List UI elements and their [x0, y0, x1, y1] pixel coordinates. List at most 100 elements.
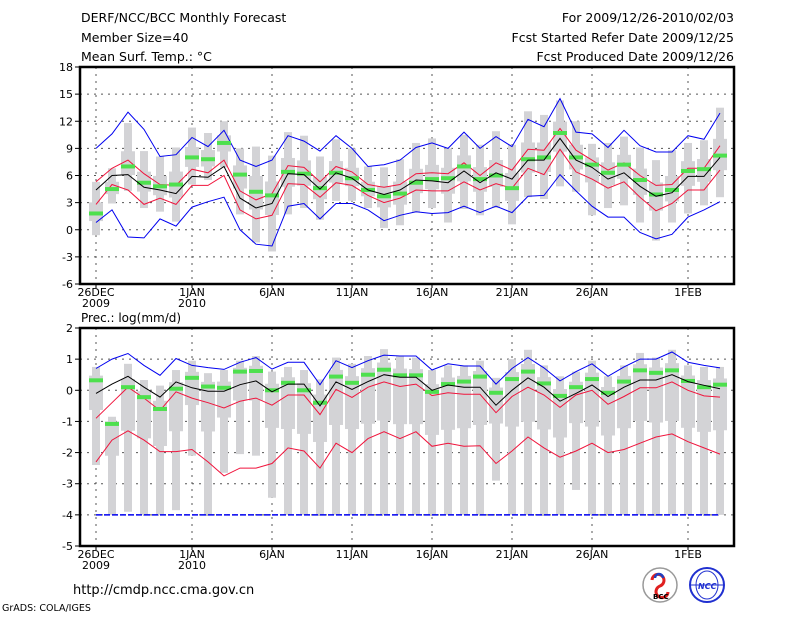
precip-median-mark	[249, 368, 263, 373]
precip-red-lower-line	[95, 430, 721, 477]
temp-median-mark	[313, 186, 327, 191]
temp-blue-upper-line	[95, 97, 721, 168]
temp-quartile-box	[265, 181, 279, 216]
temp-ytick-label: -6	[62, 278, 73, 291]
precip-range-bar	[604, 376, 612, 515]
precip-range-bar	[92, 366, 100, 466]
temp-median-mark	[697, 167, 711, 172]
precip-quartile-box	[601, 387, 615, 436]
temp-xtick-label: 26JAN	[576, 286, 609, 299]
temp-median-mark	[505, 186, 519, 191]
temp-red-upper-line	[95, 127, 721, 201]
temp-quartile-box	[233, 165, 247, 189]
temp-xtick-label: 21JAN	[496, 286, 529, 299]
precip-median-mark	[121, 385, 135, 390]
temp-median-mark	[617, 162, 631, 167]
precip-range-bar	[684, 365, 692, 515]
temp-median-mark	[681, 168, 695, 173]
precip-median-mark	[633, 368, 647, 373]
precip-median-mark	[313, 400, 327, 405]
precip-median-mark	[185, 375, 199, 380]
precip-range-bar	[412, 357, 420, 515]
temp-median-mark	[377, 194, 391, 199]
temp-median-mark	[201, 157, 215, 162]
temp-median-mark	[153, 184, 167, 189]
precip-median-mark	[665, 368, 679, 373]
precip-median-mark	[153, 406, 167, 411]
precip-quartile-box	[665, 363, 679, 421]
precip-range-bar	[508, 359, 516, 515]
precip-median-mark	[297, 388, 311, 393]
precip-ytick-label: -4	[62, 509, 73, 522]
precip-quartile-box	[249, 365, 263, 401]
temp-median-mark	[297, 171, 311, 176]
precip-median-mark	[457, 379, 471, 384]
precip-quartile-box	[313, 394, 327, 442]
precip-quartile-box	[713, 378, 727, 431]
temp-ytick-label: 9	[66, 142, 73, 155]
member-size: Member Size=40	[81, 30, 189, 45]
precip-quartile-box	[105, 421, 119, 456]
temp-xtick-label: 26DEC	[77, 286, 114, 299]
precip-quartile-box	[377, 362, 391, 421]
temp-median-mark	[521, 157, 535, 162]
precip-quartile-box	[121, 378, 135, 431]
precip-xtick-label: 1FEB	[674, 548, 702, 561]
precip-median-mark	[601, 390, 615, 395]
precip-quartile-box	[281, 377, 295, 430]
temp-quartile-box	[425, 164, 439, 190]
precip-xtick-label: 1JAN	[179, 548, 205, 561]
precip-quartile-box	[425, 384, 439, 435]
precip-quartile-box	[649, 367, 663, 423]
precip-range-bar	[332, 357, 340, 515]
temp-ytick-label: -3	[62, 251, 73, 264]
precip-quartile-box	[553, 389, 567, 438]
precip-range-bar	[652, 357, 660, 515]
precip-quartile-box	[457, 375, 471, 429]
precip-ytick-label: 1	[66, 353, 73, 366]
precip-range-bar	[172, 370, 180, 511]
precip-median-mark	[105, 421, 119, 426]
chart-title: DERF/NCC/BCC Monthly Forecast	[81, 10, 287, 25]
precip-median-mark	[537, 381, 551, 386]
precip-blue-upper-line	[95, 351, 721, 386]
precip-quartile-box	[521, 363, 535, 422]
precip-median-mark	[329, 374, 343, 379]
precip-quartile-box	[345, 376, 359, 430]
started-date: Fcst Started Refer Date 2009/12/25	[511, 30, 735, 45]
forecast-period: For 2009/12/26-2010/02/03	[561, 10, 734, 25]
precip-range-bar	[524, 349, 532, 515]
precip-quartile-box	[89, 375, 103, 410]
temp-median-mark	[489, 173, 503, 178]
temp-red-lower-line	[95, 148, 721, 220]
temp-ytick-label: 6	[66, 170, 73, 183]
website-url[interactable]: http://cmdp.ncc.cma.gov.cn	[73, 583, 255, 598]
temp-quartile-box	[489, 159, 503, 187]
precip-range-bar	[428, 370, 436, 515]
precip-mean-line	[95, 374, 721, 407]
precip-xtick-label: 21JAN	[496, 548, 529, 561]
temp-xtick-year: 2010	[178, 297, 206, 310]
precip-ytick-label: -5	[62, 540, 73, 553]
precip-ytick-label: -3	[62, 478, 73, 491]
precip-median-mark	[697, 385, 711, 390]
precip-median-mark	[345, 380, 359, 385]
temp-median-mark	[217, 140, 231, 145]
temp-median-mark	[601, 170, 615, 175]
precip-quartile-box	[441, 377, 455, 430]
precip-quartile-box	[505, 372, 519, 427]
precip-range-bar	[204, 373, 212, 515]
temp-xtick-label: 11JAN	[336, 286, 369, 299]
precip-range-bar	[300, 370, 308, 515]
precip-xtick-label: 6JAN	[259, 548, 285, 561]
precip-range-bar	[236, 360, 244, 455]
precip-median-mark	[265, 388, 279, 393]
temp-xtick-label: 16JAN	[416, 286, 449, 299]
temp-median-mark	[169, 182, 183, 187]
precip-median-mark	[89, 378, 103, 383]
precip-range-bar	[220, 370, 228, 473]
produced-date: Fcst Produced Date 2009/12/26	[536, 49, 734, 64]
precip-panel-title: Prec.: log(mm/d)	[81, 311, 182, 325]
precip-red-upper-line	[95, 381, 721, 419]
precip-median-mark	[569, 385, 583, 390]
